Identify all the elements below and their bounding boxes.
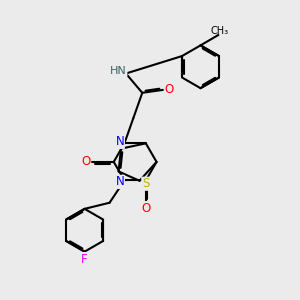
Text: N: N: [116, 176, 124, 188]
Text: N: N: [116, 135, 124, 148]
Text: S: S: [142, 177, 149, 190]
Text: CH₃: CH₃: [211, 26, 229, 35]
Text: O: O: [82, 155, 91, 168]
Text: HN: HN: [110, 66, 127, 76]
Text: O: O: [164, 83, 174, 96]
Text: F: F: [81, 253, 88, 266]
Text: O: O: [141, 202, 151, 214]
